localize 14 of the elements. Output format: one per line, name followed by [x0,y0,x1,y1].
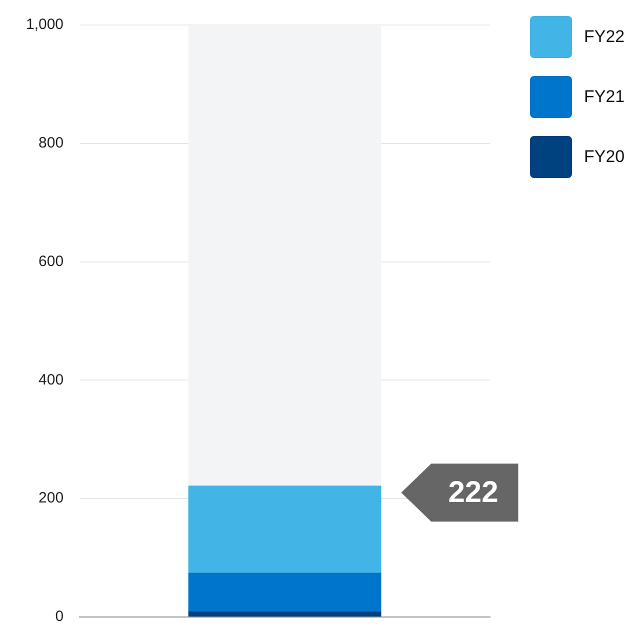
bar [188,25,382,486]
y-tick-label: 200 [38,490,64,507]
bar [188,486,382,573]
y-tick-label: 0 [55,608,64,626]
text: FY22 [584,27,625,47]
y-tick-label: 400 [38,371,64,388]
bar [188,572,382,612]
text: FY21 [584,87,625,107]
y-tick-label: 800 [38,134,64,152]
annotation: 222 [448,476,498,509]
text: FY20 [584,147,625,167]
y-tick-label: 600 [38,252,64,270]
bar [188,611,382,616]
y-tick-label: 1,000 [26,16,64,34]
